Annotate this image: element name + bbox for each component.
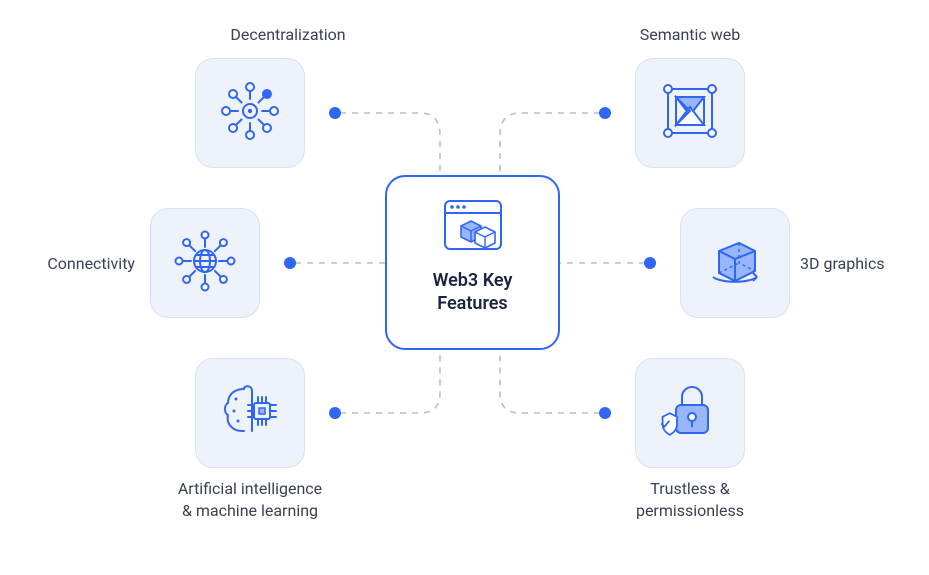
connector-dot-decentralization <box>329 107 341 119</box>
feature-box-semantic-web <box>635 58 745 168</box>
brain-chip-icon <box>214 375 286 451</box>
center-feature-box: Web3 Key Features <box>385 175 560 350</box>
connector-decentralization <box>340 113 440 175</box>
feature-box-connectivity <box>150 208 260 318</box>
feature-box-ai-ml <box>195 358 305 468</box>
center-title: Web3 Key Features <box>387 269 558 316</box>
connector-semantic-web <box>500 113 600 175</box>
globe-spokes-icon <box>169 225 241 301</box>
feature-label-trustless: Trustless &permissionless <box>590 478 790 521</box>
browser-boxes-icon <box>387 195 558 269</box>
feature-box-3d-graphics <box>680 208 790 318</box>
center-title-line2: Features <box>387 292 558 315</box>
connector-dot-semantic-web <box>599 107 611 119</box>
lock-shield-icon <box>654 375 726 451</box>
feature-label-decentralization: Decentralization <box>188 24 388 46</box>
connector-dot-3d-graphics <box>644 257 656 269</box>
connector-dot-trustless <box>599 407 611 419</box>
feature-label-3d-graphics: 3D graphics <box>800 253 920 275</box>
feature-box-decentralization <box>195 58 305 168</box>
center-title-line1: Web3 Key <box>387 269 558 292</box>
feature-box-trustless <box>635 358 745 468</box>
network-hub-icon <box>214 75 286 151</box>
diagram-stage: Web3 Key Features <box>0 0 929 575</box>
graph-polygon-icon <box>654 75 726 151</box>
cube-rotate-icon <box>699 225 771 301</box>
connector-trustless <box>500 350 600 413</box>
feature-label-semantic-web: Semantic web <box>590 24 790 46</box>
feature-label-ai-ml: Artificial intelligence& machine learnin… <box>150 478 350 521</box>
connector-dot-ai-ml <box>329 407 341 419</box>
connector-ai-ml <box>340 350 440 413</box>
feature-label-connectivity: Connectivity <box>5 253 135 275</box>
connector-dot-connectivity <box>284 257 296 269</box>
